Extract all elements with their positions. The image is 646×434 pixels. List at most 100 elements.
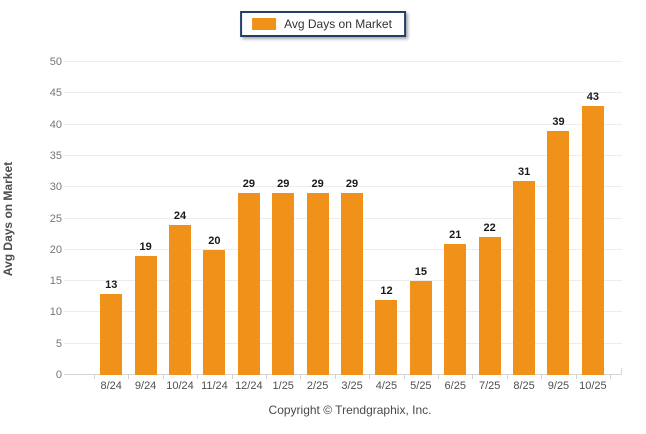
bar-slot: 29 bbox=[232, 62, 266, 375]
y-tick-label: 20 bbox=[49, 243, 62, 256]
bar bbox=[100, 293, 123, 375]
bar-slot: 29 bbox=[335, 62, 369, 375]
y-tick-label: 50 bbox=[49, 56, 62, 68]
y-tick-label: 0 bbox=[55, 369, 62, 381]
x-axis-category-label: 10/24 bbox=[166, 380, 194, 392]
bar bbox=[169, 224, 192, 375]
bars-row: 13 19 24 20 29 29 29 29 12 15 21 22 31 39 43 bbox=[94, 62, 610, 375]
x-axis-category-label: 12/24 bbox=[235, 380, 263, 392]
bar bbox=[513, 180, 536, 375]
y-axis-title: Avg Days on Market bbox=[1, 161, 15, 277]
x-axis-labels: 8/24 9/24 10/24 11/24 12/24 1/25 2/25 3/25 4/25 5… bbox=[94, 380, 610, 392]
x-axis-category-label: 1/25 bbox=[272, 380, 294, 392]
gridline bbox=[64, 123, 622, 125]
bar-value-label: 12 bbox=[380, 284, 393, 297]
bar-value-label: 29 bbox=[242, 178, 255, 191]
x-axis-category-label: 8/24 bbox=[100, 380, 122, 392]
x-axis-tick bbox=[438, 375, 439, 379]
bar-value-label: 13 bbox=[105, 278, 118, 291]
bar-value-label: 19 bbox=[139, 241, 152, 254]
bar-value-label: 21 bbox=[449, 228, 462, 241]
y-tick-label: 5 bbox=[55, 337, 62, 350]
gridline bbox=[64, 154, 622, 156]
x-axis-category-label: 8/25 bbox=[513, 380, 535, 392]
bar-slot: 13 bbox=[94, 62, 128, 375]
bar bbox=[444, 243, 467, 375]
x-axis-tick bbox=[266, 375, 267, 379]
x-axis-category-label: 3/25 bbox=[341, 380, 363, 392]
y-tick-label: 40 bbox=[49, 118, 62, 131]
bar bbox=[203, 249, 226, 375]
x-axis-tick bbox=[128, 375, 130, 379]
bar-value-label: 20 bbox=[208, 234, 221, 247]
bar bbox=[478, 237, 501, 375]
gridline bbox=[64, 92, 622, 94]
bar-slot: 15 bbox=[404, 62, 438, 375]
bar bbox=[375, 299, 398, 375]
bar-value-label: 39 bbox=[552, 115, 565, 128]
y-tick-label: 25 bbox=[49, 212, 62, 225]
bar bbox=[581, 105, 604, 375]
bar-value-label: 22 bbox=[483, 222, 496, 235]
bar bbox=[409, 281, 432, 375]
axis-end-tick bbox=[621, 368, 622, 375]
bar-slot: 20 bbox=[197, 62, 231, 375]
bar-slot: 24 bbox=[163, 62, 197, 375]
bar bbox=[306, 193, 329, 375]
x-axis-category-label: 10/25 bbox=[579, 380, 607, 392]
x-axis-tick bbox=[472, 375, 474, 379]
bar-slot: 43 bbox=[576, 62, 610, 375]
y-tick-label: 35 bbox=[49, 149, 62, 162]
bar-slot: 12 bbox=[369, 62, 403, 375]
bar-slot: 31 bbox=[507, 62, 541, 375]
x-axis-tick bbox=[506, 375, 508, 379]
x-axis-category-label: 7/25 bbox=[478, 380, 501, 392]
legend: Avg Days on Market bbox=[240, 11, 406, 37]
x-axis-tick bbox=[541, 375, 543, 379]
x-axis-tick bbox=[575, 375, 577, 379]
bar bbox=[547, 130, 570, 375]
bar-slot: 19 bbox=[128, 62, 162, 375]
bar-value-label: 31 bbox=[517, 165, 531, 178]
x-axis-tick bbox=[197, 375, 199, 379]
legend-swatch bbox=[252, 18, 277, 30]
gridline bbox=[64, 186, 622, 188]
gridline bbox=[64, 61, 622, 62]
bar bbox=[341, 193, 364, 375]
bar-slot: 29 bbox=[266, 62, 300, 375]
bar bbox=[237, 193, 260, 375]
x-axis-tick bbox=[231, 375, 233, 379]
bar-value-label: 29 bbox=[311, 178, 324, 191]
x-axis-category-label: 9/24 bbox=[134, 380, 157, 392]
bar-value-label: 29 bbox=[345, 178, 359, 191]
x-axis-category-label: 11/24 bbox=[201, 380, 228, 392]
x-axis-tick bbox=[369, 375, 371, 379]
x-axis-tick bbox=[403, 375, 405, 379]
y-tick-label: 10 bbox=[49, 306, 62, 319]
x-axis-category-label: 5/25 bbox=[410, 380, 432, 392]
copyright-text: Copyright © Trendgraphix, Inc. bbox=[268, 403, 432, 417]
x-axis-tick bbox=[94, 375, 95, 379]
bar-slot: 39 bbox=[541, 62, 575, 375]
x-axis-tick bbox=[610, 375, 611, 379]
x-axis-tick bbox=[162, 375, 164, 379]
bar bbox=[272, 193, 295, 375]
bar-value-label: 43 bbox=[586, 90, 600, 103]
x-axis-category-label: 9/25 bbox=[547, 380, 570, 392]
x-axis-category-label: 6/25 bbox=[444, 380, 466, 392]
plot-area: 13 19 24 20 29 29 29 29 12 15 21 22 31 39 43 bbox=[64, 61, 622, 379]
bar bbox=[134, 256, 157, 375]
bar-slot: 29 bbox=[300, 62, 334, 375]
x-axis-tick bbox=[334, 375, 336, 379]
bar-slot: 22 bbox=[472, 62, 506, 375]
bar-value-label: 29 bbox=[277, 178, 290, 191]
bar-value-label: 24 bbox=[173, 209, 187, 222]
bar-slot: 21 bbox=[438, 62, 472, 375]
x-axis-category-label: 4/25 bbox=[375, 380, 398, 392]
y-tick-label: 45 bbox=[49, 87, 62, 100]
y-tick-label: 30 bbox=[49, 181, 62, 194]
y-tick-label: 15 bbox=[49, 275, 62, 288]
x-axis-tick bbox=[300, 375, 302, 379]
legend-label: Avg Days on Market bbox=[284, 17, 392, 31]
